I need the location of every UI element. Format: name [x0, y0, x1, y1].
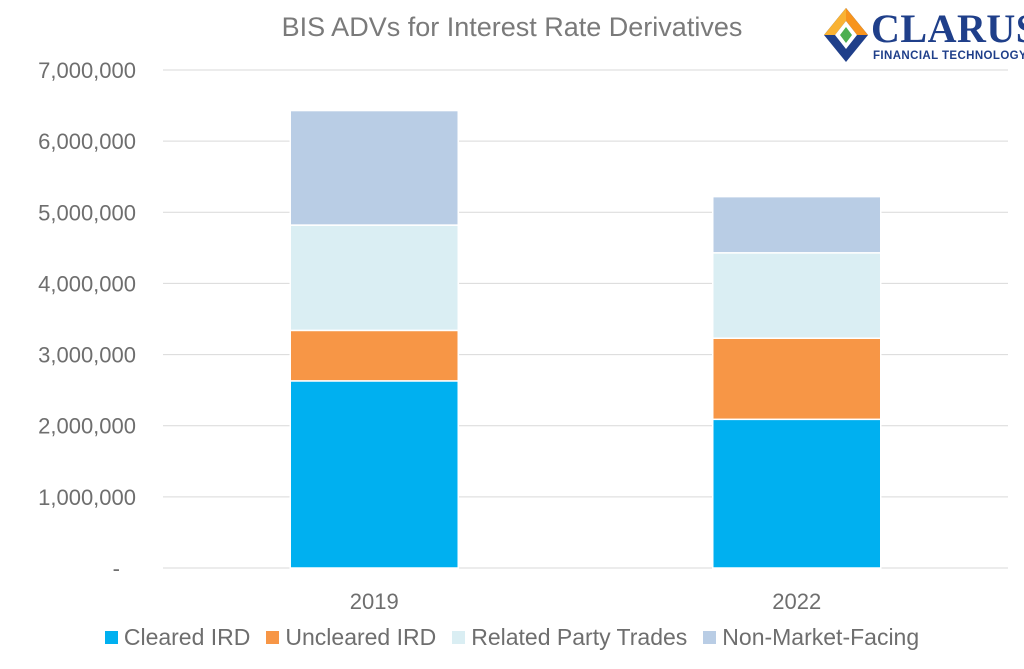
legend-label: Cleared IRD — [123, 624, 251, 650]
bar-segment — [289, 380, 459, 569]
legend-swatch — [452, 631, 466, 644]
y-tick-label: 2,000,000 — [38, 414, 136, 439]
clarus-logo: CLARUS FINANCIAL TECHNOLOGY — [822, 4, 1024, 66]
bar-segment — [289, 329, 459, 382]
legend-label: Related Party Trades — [471, 624, 688, 650]
legend-swatch — [266, 631, 280, 644]
x-tick-label: 2019 — [350, 589, 399, 614]
bar-segment — [712, 195, 882, 254]
y-tick-label: 5,000,000 — [38, 200, 136, 225]
y-tick-label: 4,000,000 — [38, 271, 136, 296]
chart-title: BIS ADVs for Interest Rate Derivatives — [281, 12, 743, 42]
x-tick-label: 2022 — [772, 589, 821, 614]
y-tick-label: 3,000,000 — [38, 343, 136, 368]
y-tick-label: 7,000,000 — [38, 58, 136, 83]
legend-label: Non-Market-Facing — [722, 624, 920, 650]
logo-subtitle: FINANCIAL TECHNOLOGY — [873, 50, 1024, 62]
bar-segment — [712, 252, 882, 339]
y-tick-label: 6,000,000 — [38, 129, 136, 154]
bar-segment — [712, 418, 882, 569]
clarus-diamond-icon — [824, 8, 868, 62]
logo-wordmark: CLARUS — [871, 6, 1024, 51]
legend-item: Non-Market-Facing — [703, 624, 919, 651]
chart-legend: Cleared IRD Uncleared IRD Related Party Tr… — [0, 624, 1024, 651]
legend-item: Related Party Trades — [452, 624, 687, 651]
y-tick-label: 1,000,000 — [38, 485, 136, 510]
legend-swatch — [703, 631, 717, 644]
legend-item: Cleared IRD — [104, 624, 251, 651]
legend-label: Uncleared IRD — [285, 624, 437, 650]
bar-segment — [289, 224, 459, 332]
legend-item: Uncleared IRD — [266, 624, 436, 651]
legend-swatch — [104, 631, 118, 644]
bar-segment — [712, 337, 882, 421]
bar-segment — [289, 109, 459, 226]
y-tick-label: - — [113, 556, 120, 581]
